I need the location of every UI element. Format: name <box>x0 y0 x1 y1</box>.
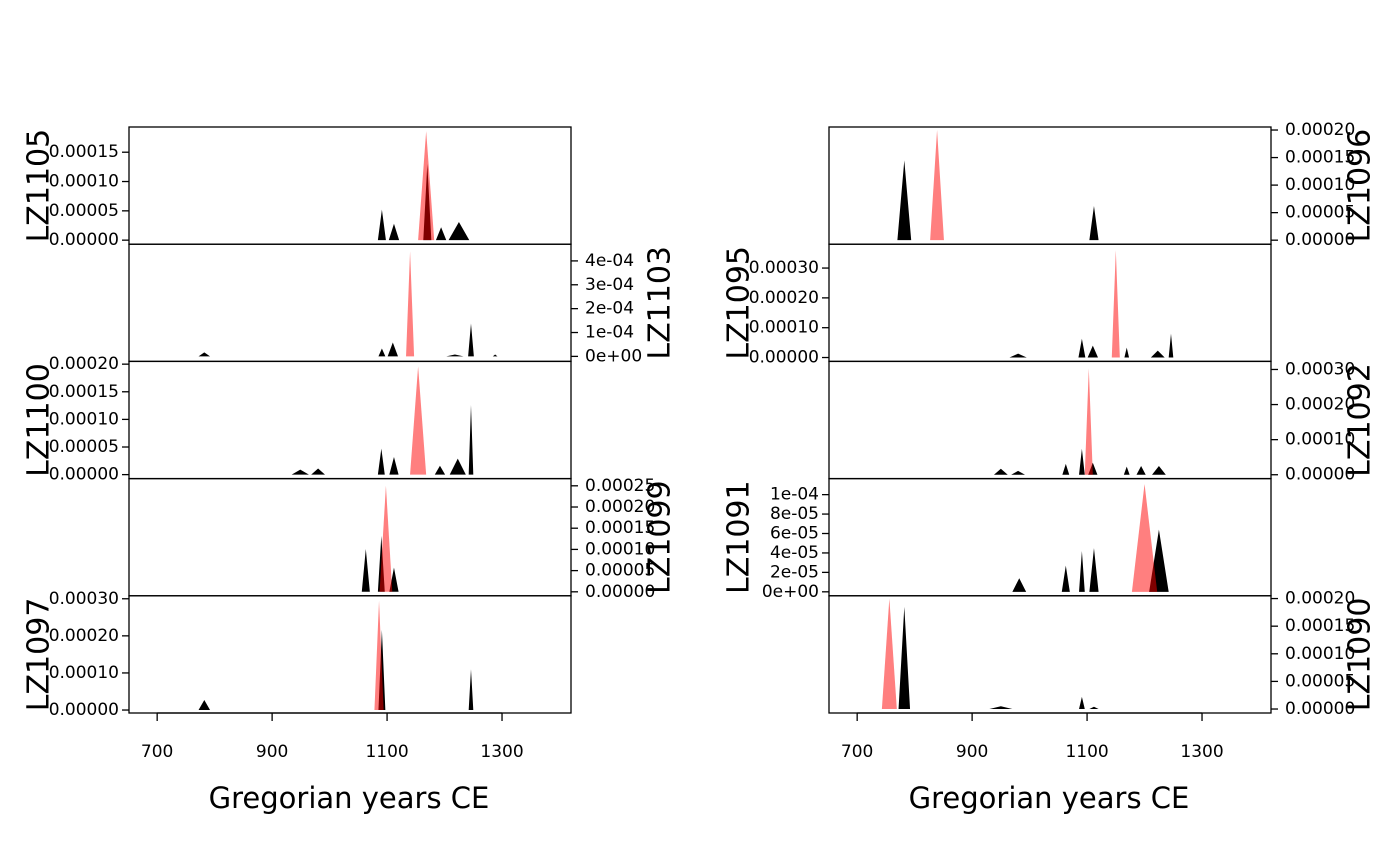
y-tick-label: 0.00025 <box>585 476 655 496</box>
x-axis-label: Gregorian years CE <box>209 781 490 815</box>
panel-title: LZ1103 <box>643 246 678 360</box>
panel-frame <box>128 126 572 245</box>
y-tick-label: 0.00015 <box>1285 148 1355 168</box>
panel-title: LZ1097 <box>22 598 57 712</box>
density-area <box>361 535 399 592</box>
y-tick-label: 1e-04 <box>585 323 634 343</box>
panel-frame <box>128 477 572 597</box>
y-tick-label: 0.00010 <box>1285 175 1355 195</box>
y-tick-label: 0.00020 <box>49 626 119 646</box>
panel-frame <box>828 243 1272 363</box>
y-tick-label: 0.00015 <box>49 142 119 162</box>
y-tick-label: 0.00000 <box>49 700 119 720</box>
density-area <box>993 448 1166 475</box>
y-tick-label: 0.00000 <box>749 348 819 368</box>
density-area <box>418 131 435 241</box>
density-area <box>291 405 474 475</box>
y-tick-label: 0.00000 <box>1285 465 1355 485</box>
y-tick-label: 0.00000 <box>585 582 655 602</box>
y-tick-label: 0.00020 <box>585 497 655 517</box>
density-area <box>898 606 1099 710</box>
y-tick-label: 8e-05 <box>770 504 819 524</box>
panel-title: LZ1099 <box>643 480 678 594</box>
panel-title: LZ1091 <box>722 480 757 594</box>
density-area <box>198 323 498 357</box>
y-tick-label: 1e-04 <box>770 485 819 505</box>
density-area <box>379 485 393 592</box>
y-tick-label: 0.00005 <box>49 201 119 221</box>
y-tick-label: 2e-04 <box>585 299 634 319</box>
y-tick-label: 0e+00 <box>585 346 642 366</box>
panel-title: LZ1095 <box>722 246 757 360</box>
panel-title: LZ1105 <box>22 129 57 243</box>
y-tick-label: 0.00010 <box>49 172 119 192</box>
x-tick-label: 1100 <box>365 742 408 762</box>
panel-title: LZ1092 <box>1343 363 1378 477</box>
y-tick-label: 0.00020 <box>1285 589 1355 609</box>
panel-frame <box>828 477 1272 597</box>
y-tick-label: 0.00010 <box>749 318 819 338</box>
y-tick-label: 0.00020 <box>1285 120 1355 140</box>
panel-frame <box>828 126 1272 245</box>
y-tick-label: 6e-05 <box>770 524 819 544</box>
density-area <box>198 629 474 711</box>
density-area <box>410 366 427 475</box>
y-tick-label: 0.00005 <box>1285 671 1355 691</box>
x-tick-label: 700 <box>841 742 873 762</box>
density-area <box>1131 483 1158 592</box>
x-tick-label: 1300 <box>1180 742 1223 762</box>
panel-frame <box>828 360 1272 480</box>
y-tick-label: 4e-04 <box>585 251 634 271</box>
y-tick-label: 0e+00 <box>762 582 819 602</box>
y-tick-label: 0.00010 <box>1285 430 1355 450</box>
y-tick-label: 0.00020 <box>749 288 819 308</box>
x-tick-label: 1300 <box>480 742 523 762</box>
y-tick-label: 0.00030 <box>49 589 119 609</box>
y-tick-label: 0.00005 <box>585 561 655 581</box>
x-tick-label: 1100 <box>1065 742 1108 762</box>
y-tick-label: 0.00000 <box>49 230 119 250</box>
panel-title: LZ1096 <box>1343 129 1378 243</box>
y-tick-label: 0.00000 <box>1285 230 1355 250</box>
panel-frame <box>128 595 572 714</box>
y-tick-label: 0.00030 <box>1285 359 1355 379</box>
x-tick-label: 900 <box>956 742 988 762</box>
density-area <box>1111 250 1120 358</box>
density-area <box>1009 333 1174 358</box>
y-tick-label: 0.00000 <box>49 465 119 485</box>
y-tick-label: 0.00020 <box>1285 395 1355 415</box>
y-tick-label: 0.00020 <box>49 354 119 374</box>
y-tick-label: 0.00015 <box>585 518 655 538</box>
y-tick-label: 0.00005 <box>1285 203 1355 223</box>
x-tick-label: 700 <box>141 742 173 762</box>
density-area <box>406 251 415 357</box>
density-area <box>374 600 384 711</box>
y-tick-label: 0.00010 <box>49 663 119 683</box>
panel-title: LZ1090 <box>1343 598 1378 712</box>
density-area <box>377 163 470 241</box>
y-tick-label: 0.00015 <box>1285 616 1355 636</box>
panel-title: LZ1100 <box>22 363 57 477</box>
y-tick-label: 0.00030 <box>749 258 819 278</box>
y-tick-label: 0.00010 <box>49 409 119 429</box>
panel-frame <box>128 360 572 480</box>
y-tick-label: 0.00010 <box>1285 644 1355 664</box>
y-tick-label: 0.00015 <box>49 382 119 402</box>
x-tick-label: 900 <box>256 742 288 762</box>
density-area <box>881 598 897 710</box>
y-tick-label: 4e-05 <box>770 543 819 563</box>
density-area <box>897 160 1099 241</box>
density-area <box>1084 368 1093 475</box>
y-tick-label: 3e-04 <box>585 275 634 295</box>
y-tick-label: 0.00000 <box>1285 699 1355 719</box>
y-tick-label: 0.00005 <box>49 437 119 457</box>
y-tick-label: 2e-05 <box>770 562 819 582</box>
x-axis-label: Gregorian years CE <box>909 781 1190 815</box>
panel-frame <box>128 243 572 363</box>
y-tick-label: 0.00010 <box>585 539 655 559</box>
density-area <box>930 130 944 241</box>
